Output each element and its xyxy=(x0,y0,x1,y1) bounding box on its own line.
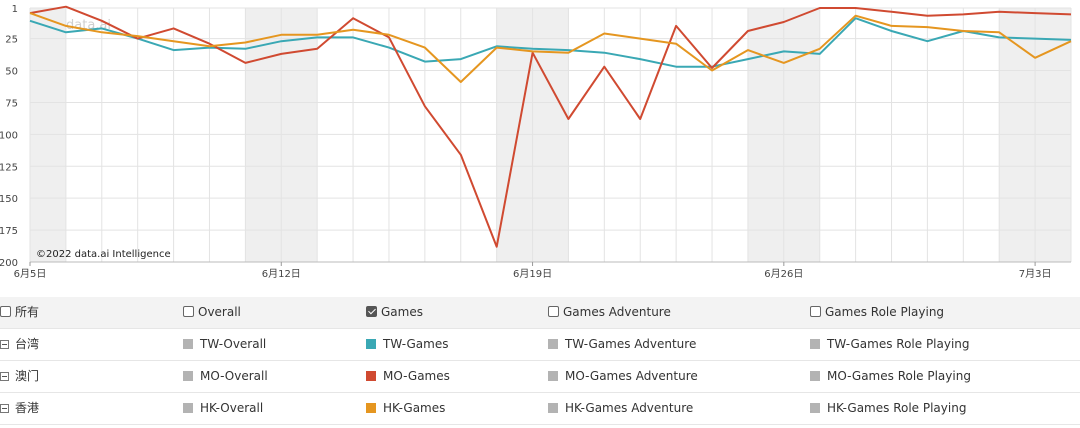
legend-item[interactable]: TW-Games Role Playing xyxy=(810,329,970,360)
x-tick-label: 6月5日 xyxy=(14,268,47,280)
weekend-band xyxy=(30,8,66,262)
legend-item[interactable]: HK-Games Role Playing xyxy=(810,393,966,424)
region-tw[interactable]: 台湾 xyxy=(0,329,39,360)
filter-all-label: 所有 xyxy=(15,305,40,319)
x-tick-label: 6月12日 xyxy=(262,268,301,280)
region-hk[interactable]: 香港 xyxy=(0,393,39,424)
legend-item-label: HK-Games Adventure xyxy=(565,401,694,415)
series-line xyxy=(29,5,1072,248)
legend-item-label: TW-Games xyxy=(383,337,449,351)
legend-item[interactable]: TW-Overall xyxy=(183,329,266,360)
legend-item-label: TW-Games Role Playing xyxy=(827,337,970,351)
legend-item-label: MO-Games Role Playing xyxy=(827,369,971,383)
collapse-icon[interactable] xyxy=(0,372,9,381)
filter-games-role-playing[interactable]: Games Role Playing xyxy=(810,297,944,328)
collapse-icon[interactable] xyxy=(0,340,9,349)
legend-row-mo: 澳门 MO-Overall MO-Games MO-Games Adventur… xyxy=(0,361,1080,393)
region-mo-label: 澳门 xyxy=(15,369,40,383)
series-swatch xyxy=(366,403,376,413)
legend-item[interactable]: HK-Games Adventure xyxy=(548,393,693,424)
y-tick-label: 125 xyxy=(0,162,18,173)
legend-item-label: TW-Games Adventure xyxy=(565,337,697,351)
collapse-icon[interactable] xyxy=(0,404,9,413)
series-swatch xyxy=(366,371,376,381)
legend-item-label: MO-Games xyxy=(383,369,450,383)
filter-games-role-playing-label: Games Role Playing xyxy=(825,305,945,319)
legend-item-label: TW-Overall xyxy=(200,337,267,351)
y-tick-label: 200 xyxy=(0,258,18,269)
filter-games-adventure-label: Games Adventure xyxy=(563,305,671,319)
legend-item-label: MO-Games Adventure xyxy=(565,369,698,383)
legend-item-label: HK-Overall xyxy=(200,401,264,415)
y-tick-label: 75 xyxy=(5,98,18,109)
legend-row-hk: 香港 HK-Overall HK-Games HK-Games Adventur… xyxy=(0,393,1080,425)
checkbox-games[interactable] xyxy=(366,306,377,317)
series-swatch xyxy=(548,371,558,381)
series-line xyxy=(29,17,1072,68)
x-tick-label: 6月19日 xyxy=(513,268,552,280)
y-tick-label: 150 xyxy=(0,194,18,205)
legend-item[interactable]: MO-Games Role Playing xyxy=(810,361,971,392)
legend-item-label: HK-Games Role Playing xyxy=(827,401,967,415)
y-tick-label: 50 xyxy=(5,67,18,78)
rank-chart: 1 25 50 75 100 125 150 175 200 6月5日 6月12日 6月19日 6月26… xyxy=(0,4,1072,280)
checkbox-games-adventure[interactable] xyxy=(548,306,559,317)
series-swatch xyxy=(548,403,558,413)
legend-row-tw: 台湾 TW-Overall TW-Games TW-Games Adventur… xyxy=(0,329,1080,361)
y-tick-label: 25 xyxy=(5,35,18,46)
series-swatch xyxy=(810,339,820,349)
chart-credit: ©2022 data.ai Intelligence xyxy=(36,249,171,260)
region-mo[interactable]: 澳门 xyxy=(0,361,39,392)
y-tick-label: 100 xyxy=(0,130,18,141)
filter-games-label: Games xyxy=(381,305,423,319)
legend-item[interactable]: TW-Games Adventure xyxy=(548,329,696,360)
series-swatch xyxy=(183,403,193,413)
series-swatch xyxy=(548,339,558,349)
legend-item-label: HK-Games xyxy=(383,401,446,415)
filter-overall-label: Overall xyxy=(198,305,241,319)
region-tw-label: 台湾 xyxy=(15,337,40,351)
region-hk-label: 香港 xyxy=(15,401,40,415)
filter-games-adventure[interactable]: Games Adventure xyxy=(548,297,671,328)
series-swatch xyxy=(810,403,820,413)
series-line xyxy=(29,12,1072,83)
series-swatch xyxy=(183,339,193,349)
series-swatch xyxy=(366,339,376,349)
checkbox-games-role-playing[interactable] xyxy=(810,306,821,317)
x-tick-label: 6月26日 xyxy=(764,268,803,280)
y-tick-label: 175 xyxy=(0,226,18,237)
series-swatch xyxy=(810,371,820,381)
series-swatch xyxy=(183,371,193,381)
y-tick-label: 1 xyxy=(12,4,18,15)
filter-overall[interactable]: Overall xyxy=(183,297,241,328)
legend-item[interactable]: HK-Overall xyxy=(183,393,263,424)
legend-item[interactable]: MO-Games xyxy=(366,361,450,392)
legend-header-row: 所有 Overall Games Games Adventure Games R… xyxy=(0,297,1080,329)
checkbox-overall[interactable] xyxy=(183,306,194,317)
checkbox-all[interactable] xyxy=(0,306,11,317)
legend-item[interactable]: MO-Games Adventure xyxy=(548,361,698,392)
legend-item[interactable]: MO-Overall xyxy=(183,361,268,392)
legend-item[interactable]: TW-Games xyxy=(366,329,448,360)
legend-item-label: MO-Overall xyxy=(200,369,268,383)
x-tick-label: 7月3日 xyxy=(1019,268,1052,280)
filter-all[interactable]: 所有 xyxy=(0,297,39,328)
legend-item[interactable]: HK-Games xyxy=(366,393,445,424)
legend-table: 所有 Overall Games Games Adventure Games R… xyxy=(0,297,1080,425)
filter-games[interactable]: Games xyxy=(366,297,423,328)
